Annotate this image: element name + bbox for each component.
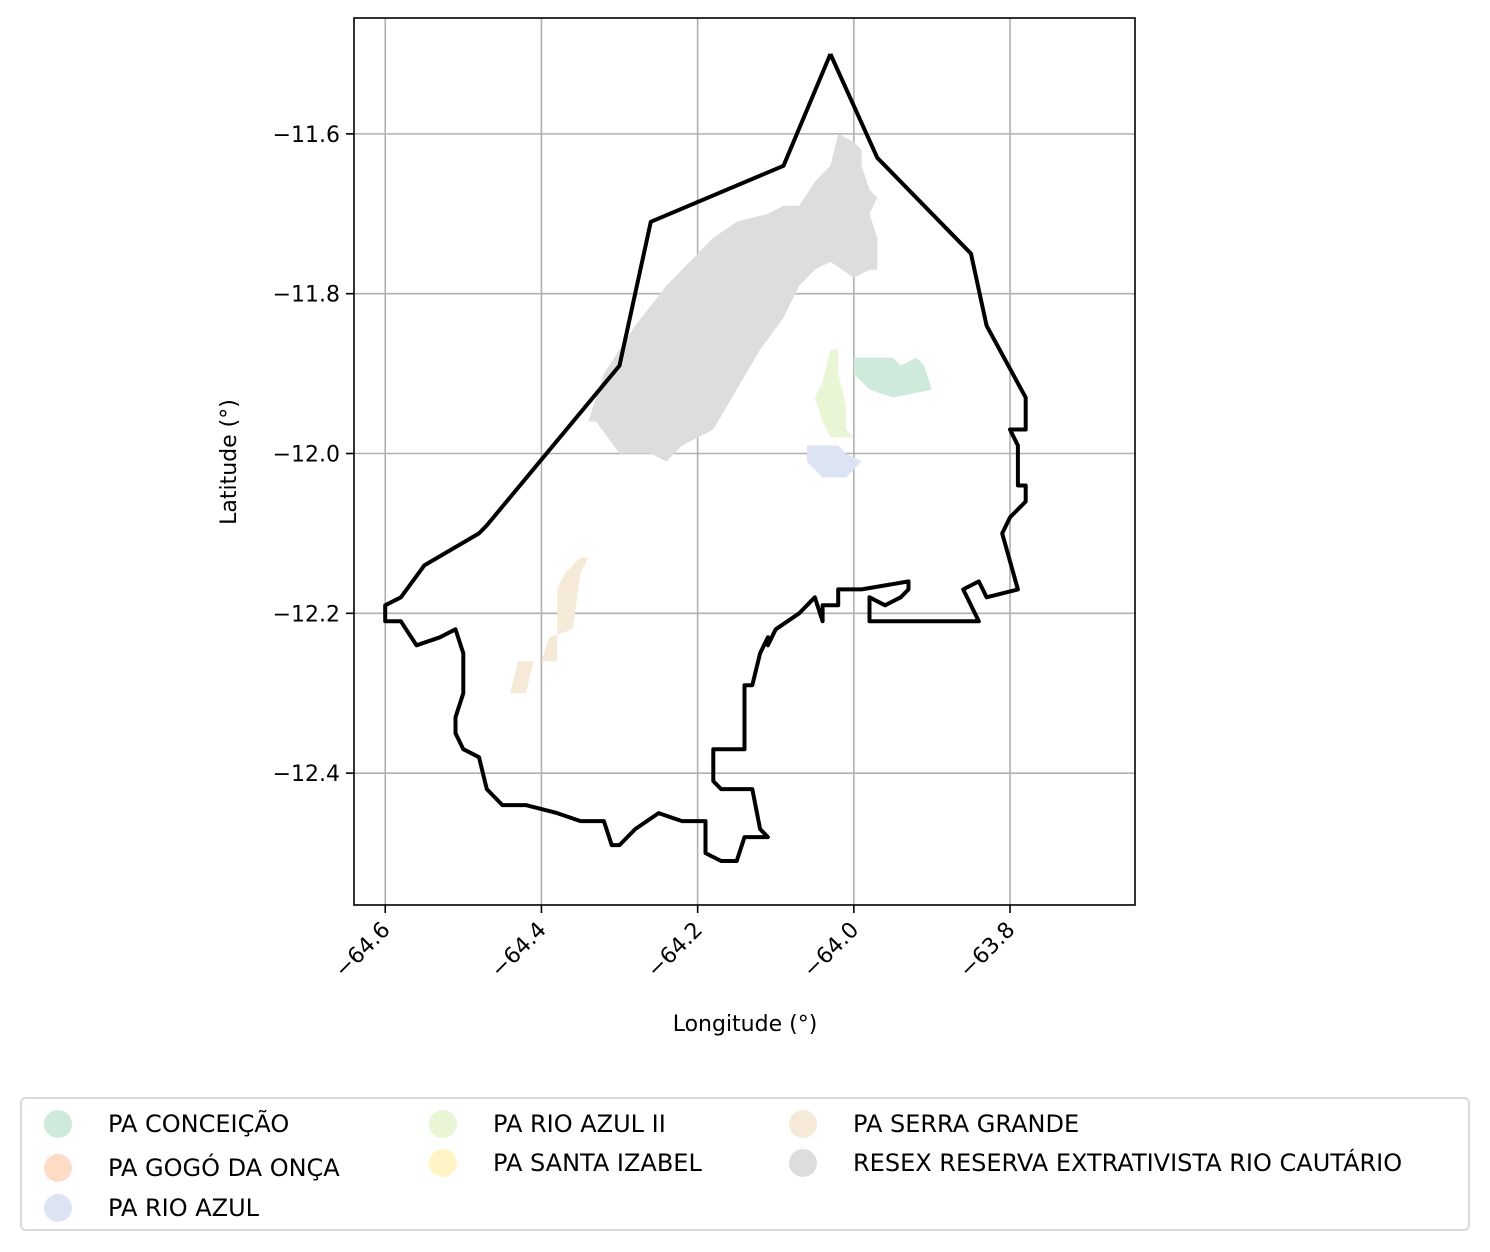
y-tick-label: −12.2 bbox=[273, 602, 340, 627]
legend-item: RESEX RESERVA EXTRATIVISTA RIO CAUTÁRIO bbox=[789, 1143, 1402, 1183]
plot-frame bbox=[353, 17, 1136, 906]
legend-label: PA SANTA IZABEL bbox=[493, 1149, 702, 1177]
legend-label: PA RIO AZUL II bbox=[493, 1110, 666, 1138]
legend-swatch-rio-azul bbox=[44, 1194, 72, 1222]
area-polygon bbox=[807, 445, 862, 478]
y-tick-label: −11.6 bbox=[273, 123, 340, 148]
area-polygon bbox=[853, 357, 932, 398]
legend-swatch-gogo-da-onca bbox=[44, 1154, 72, 1182]
map-chart: −64.6 −64.4 −64.2 −64.0 −63.8 −11.6 −11.8 −12.… bbox=[217, 17, 1136, 1037]
legend-item: PA RIO AZUL II bbox=[429, 1104, 666, 1144]
legend-swatch-resex-rio-cautario bbox=[789, 1149, 817, 1177]
y-tick-label: −12.4 bbox=[273, 762, 340, 787]
x-tick-label: −64.6 bbox=[330, 918, 395, 983]
x-tick-label: −64.4 bbox=[486, 918, 551, 983]
legend-label: PA RIO AZUL bbox=[108, 1194, 260, 1222]
legend-item: PA RIO AZUL bbox=[44, 1188, 259, 1228]
boundary-line bbox=[383, 53, 1028, 863]
legend-swatch-conceicao bbox=[44, 1110, 72, 1138]
legend-label: PA GOGÓ DA ONÇA bbox=[108, 1154, 340, 1182]
municipality-boundary bbox=[383, 53, 1028, 863]
legend-label: RESEX RESERVA EXTRATIVISTA RIO CAUTÁRIO bbox=[853, 1149, 1403, 1177]
area-polygons bbox=[510, 133, 932, 694]
legend-label: PA CONCEIÇÃO bbox=[108, 1110, 290, 1138]
x-tick-label: −63.8 bbox=[955, 918, 1020, 983]
legend-swatch-rio-azul-ii bbox=[429, 1110, 457, 1138]
y-tick-label: −12.0 bbox=[273, 443, 340, 468]
legend-item: PA GOGÓ DA ONÇA bbox=[44, 1148, 340, 1188]
legend: PA CONCEIÇÃO PA GOGÓ DA ONÇA PA RIO AZUL… bbox=[20, 1097, 1470, 1231]
legend-item: PA CONCEIÇÃO bbox=[44, 1104, 289, 1144]
y-axis-label: Latitude (°) bbox=[217, 399, 242, 525]
legend-item: PA SERRA GRANDE bbox=[789, 1104, 1079, 1144]
legend-item: PA SANTA IZABEL bbox=[429, 1143, 702, 1183]
x-tick-label: −64.2 bbox=[643, 918, 708, 983]
area-polygon bbox=[510, 557, 589, 694]
legend-swatch-serra-grande bbox=[789, 1110, 817, 1138]
x-axis-label: Longitude (°) bbox=[673, 1012, 818, 1037]
x-axis-ticks: −64.6 −64.4 −64.2 −64.0 −63.8 bbox=[330, 905, 1020, 983]
x-tick-label: −64.0 bbox=[799, 918, 864, 983]
y-tick-label: −11.8 bbox=[273, 283, 340, 308]
legend-swatch-santa-izabel bbox=[429, 1149, 457, 1177]
legend-label: PA SERRA GRANDE bbox=[853, 1110, 1080, 1138]
area-polygon bbox=[814, 349, 854, 438]
y-axis-ticks: −11.6 −11.8 −12.0 −12.2 −12.4 bbox=[273, 123, 354, 787]
area-polygon bbox=[588, 133, 878, 462]
